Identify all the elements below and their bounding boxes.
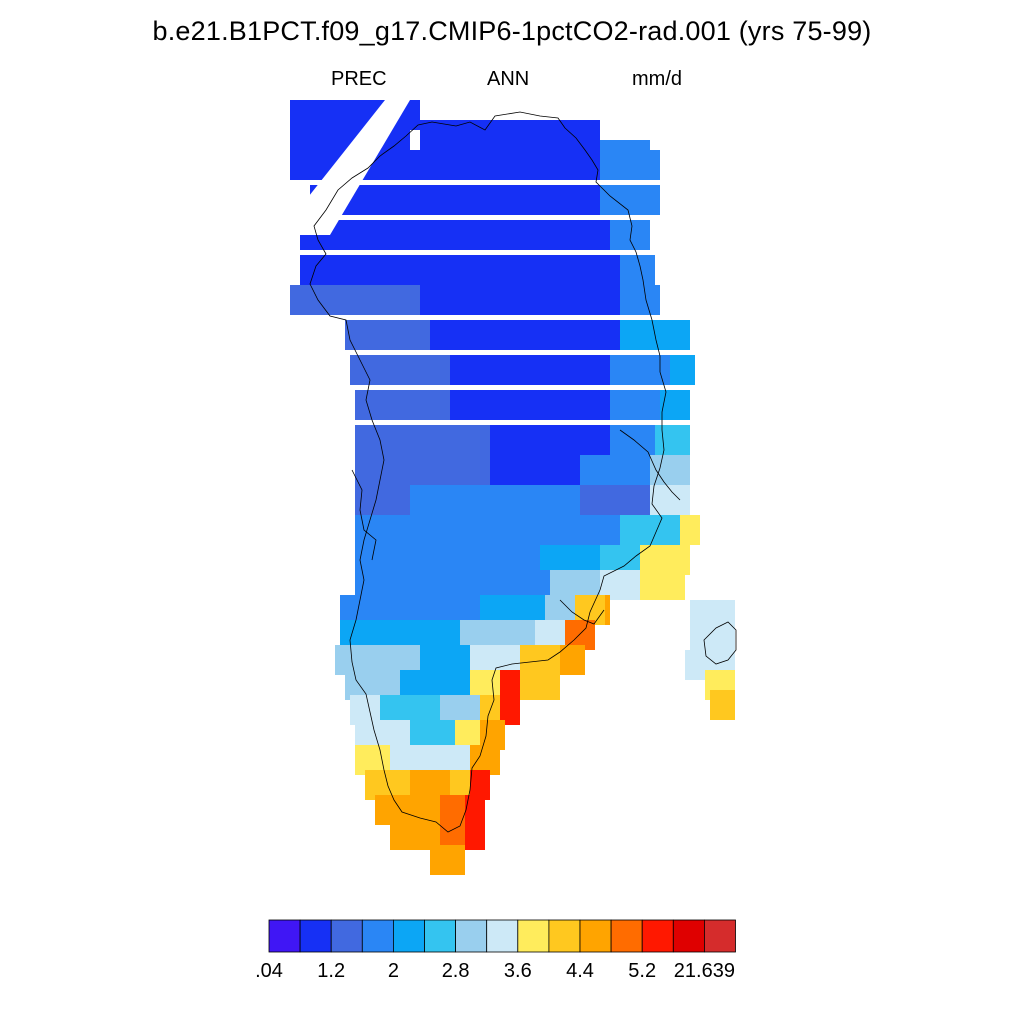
grid-cell-band (290, 285, 420, 315)
grid-cell-band (355, 425, 490, 455)
colorbar-box-3 (361, 919, 394, 953)
plot-title: b.e21.B1PCT.f09_g17.CMIP6-1pctCO2-rad.00… (152, 16, 872, 46)
colorbar-tick-label: .04 (255, 960, 283, 982)
grid-cell-band (610, 425, 655, 455)
colorbar-tick-label: 3.6 (503, 960, 532, 982)
colorbar-tick-label: 5.2 (628, 960, 657, 982)
colorbar-box-0 (268, 919, 301, 953)
grid-cell-band (580, 485, 650, 515)
grid-cell-band (680, 515, 700, 545)
colorbar-box-1 (299, 919, 332, 953)
greenland-coastline (309, 111, 667, 833)
grid-cell-band (345, 320, 430, 350)
grid-cell-band (620, 515, 680, 545)
colorbar-box-2 (330, 919, 363, 953)
grid-cell-band (420, 285, 620, 315)
colorbar-box-6 (455, 919, 488, 953)
grid-cell-band (600, 150, 660, 180)
variable-label: PREC (331, 68, 387, 90)
grid-cell-band (430, 845, 465, 875)
season-label: ANN (487, 68, 530, 90)
grid-cell-band (500, 515, 620, 545)
colorbar-box-5 (424, 919, 457, 953)
colorbar-tick-label: 1.2 (317, 960, 346, 982)
missing-data-gap (290, 100, 410, 235)
grid-cell-band (670, 355, 695, 385)
grid-cell-band (355, 455, 490, 485)
grid-cell-band (430, 320, 620, 350)
southeast-coast-detail (559, 599, 605, 625)
grid-cell-band (500, 695, 520, 725)
grid-cell-band (605, 595, 610, 625)
colorbar-box-14 (704, 919, 736, 953)
grid-cell-band (350, 355, 450, 385)
grid-cell-band (640, 570, 685, 600)
grid-cell-band (620, 285, 660, 315)
grid-cell-band (300, 220, 610, 250)
grid-cell-band (655, 425, 690, 455)
colorbar-box-7 (486, 919, 519, 953)
grid-cell-band (340, 150, 600, 180)
grid-cell-band (465, 820, 485, 850)
grid-cell-band (465, 795, 485, 825)
grid-cell-band (300, 255, 620, 285)
grid-cell-band (450, 390, 610, 420)
colorbar-box-8 (517, 919, 550, 953)
grid-cell-band (355, 515, 500, 545)
grid-cell-band (355, 485, 410, 515)
precip-grid-cells (290, 100, 735, 875)
grid-cell-band (470, 770, 490, 800)
grid-cell-band (610, 390, 660, 420)
units-label: mm/d (632, 68, 682, 90)
inner-fjord-line (351, 469, 377, 561)
grid-cell-band (500, 670, 520, 700)
colorbar-tick-label: 2 (387, 960, 399, 982)
grid-cell-band (650, 455, 690, 485)
colorbar-box-10 (579, 919, 612, 953)
coastline (309, 111, 737, 833)
colorbar-tick-label: 2.8 (441, 960, 470, 982)
grid-cell-band (710, 690, 735, 720)
colorbar-tick-label: 4.4 (566, 960, 594, 982)
grid-cell-band (410, 485, 580, 515)
grid-cell-band (450, 355, 610, 385)
colorbar-box-12 (641, 919, 674, 953)
colorbar-tick-label: 21.639 (673, 960, 735, 982)
colorbar-box-4 (392, 919, 425, 953)
grid-cell-band (600, 185, 660, 215)
grid-cell-band (620, 255, 655, 285)
colorbar-box-11 (610, 919, 643, 953)
iceland-coastline (703, 621, 737, 665)
grid-cell-band (490, 425, 610, 455)
grid-cell-band (560, 645, 585, 675)
east-coast-detail (619, 429, 681, 501)
grid-cell-band (310, 185, 600, 215)
grid-cell-band (450, 770, 470, 800)
colorbar-box-13 (672, 919, 705, 953)
grid-cell-band (520, 670, 560, 700)
grid-cell-band (580, 455, 650, 485)
grid-cell-band (610, 220, 650, 250)
colorbar-box-9 (548, 919, 581, 953)
colorbar-boxes (268, 919, 736, 953)
grid-cell-band (490, 455, 580, 485)
